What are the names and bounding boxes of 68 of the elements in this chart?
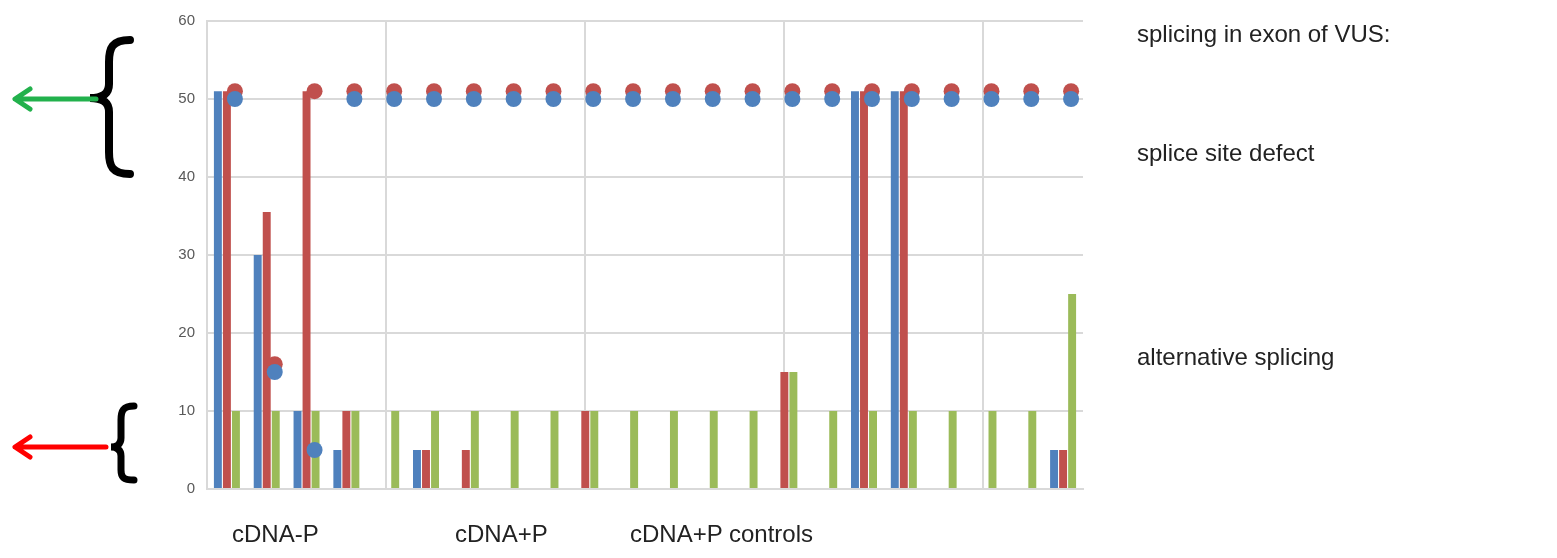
y-tick-label: 40 xyxy=(178,167,195,185)
bar xyxy=(581,411,590,488)
bar xyxy=(590,411,599,488)
bar xyxy=(391,411,400,488)
point xyxy=(824,91,841,107)
text: cDNA+P controls xyxy=(630,520,813,548)
bar xyxy=(749,411,758,488)
point xyxy=(346,91,363,107)
point xyxy=(386,91,403,107)
bar xyxy=(780,372,789,488)
y-tick-label: 30 xyxy=(178,245,195,263)
bar xyxy=(869,411,877,488)
point xyxy=(943,91,960,107)
bar xyxy=(271,411,280,488)
bar xyxy=(342,411,351,488)
point xyxy=(1063,91,1080,107)
bar xyxy=(431,411,439,488)
bar xyxy=(351,411,360,488)
bar xyxy=(510,411,519,488)
bar xyxy=(630,411,639,488)
point xyxy=(784,91,801,107)
y-tick-label: 0 xyxy=(186,479,195,497)
bar xyxy=(890,91,899,488)
bar xyxy=(413,450,421,488)
point xyxy=(864,91,880,107)
point xyxy=(585,91,602,107)
text: cDNA+P xyxy=(455,520,548,548)
bar xyxy=(1068,294,1077,488)
bar xyxy=(333,450,342,488)
text: splice site defect xyxy=(1137,139,1315,167)
bar xyxy=(709,411,718,488)
bar xyxy=(422,450,430,488)
bar xyxy=(829,411,838,488)
point xyxy=(226,91,243,107)
point xyxy=(625,91,642,107)
point xyxy=(545,91,562,107)
bar xyxy=(669,411,678,488)
y-tick-label: 60 xyxy=(178,11,195,29)
bar xyxy=(213,91,222,488)
point xyxy=(505,91,522,107)
point xyxy=(744,91,761,107)
text: cDNA-P xyxy=(232,520,319,548)
bar xyxy=(851,91,859,488)
point xyxy=(1023,91,1040,107)
point xyxy=(704,91,721,107)
y-tick-label: 10 xyxy=(178,401,195,419)
point xyxy=(664,91,681,107)
bar xyxy=(1059,450,1068,488)
point xyxy=(903,91,920,107)
point xyxy=(306,442,323,458)
point xyxy=(983,91,1000,107)
bar xyxy=(1028,411,1037,488)
point xyxy=(426,91,442,107)
bar xyxy=(948,411,957,488)
text: splicing in exon of VUS: xyxy=(1137,20,1391,48)
point xyxy=(306,83,323,100)
text: alternative splicing xyxy=(1137,343,1335,371)
y-tick-label: 50 xyxy=(178,89,195,107)
bar xyxy=(789,372,798,488)
bar xyxy=(253,255,262,488)
point xyxy=(465,91,482,107)
bar xyxy=(470,411,479,488)
bar xyxy=(461,450,470,488)
bar xyxy=(231,411,240,488)
point xyxy=(266,364,283,380)
bar xyxy=(1050,450,1059,488)
y-tick-label: 20 xyxy=(178,323,195,341)
bar xyxy=(908,411,917,488)
